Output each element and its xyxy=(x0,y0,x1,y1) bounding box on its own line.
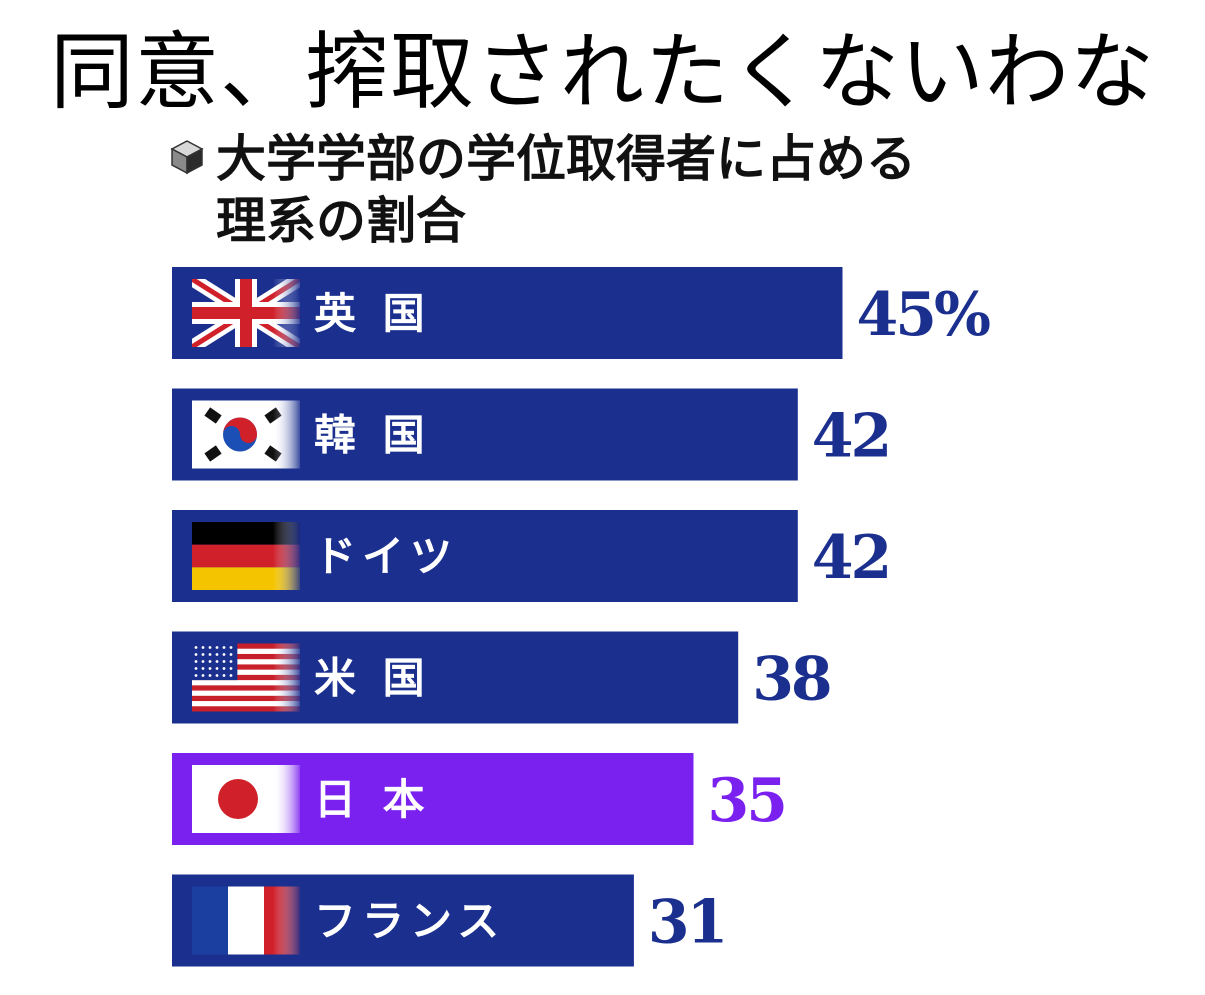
france-flag-icon xyxy=(192,886,300,955)
chart-title-line-1: 大学学部の学位取得者に占める xyxy=(216,130,916,188)
uk-flag-icon xyxy=(192,279,300,347)
value-label: 42 xyxy=(812,523,890,593)
category-label: ドイツ xyxy=(314,532,458,581)
value-label: 38 xyxy=(752,645,830,715)
value-label: 35 xyxy=(708,766,786,836)
south-korea-flag-icon xyxy=(192,400,300,469)
chart-title: 大学学部の学位取得者に占める 理系の割合 xyxy=(216,128,1036,252)
chart-title-line-2: 理系の割合 xyxy=(216,192,466,250)
category-label: 米 国 xyxy=(314,654,431,703)
category-label: 英 国 xyxy=(314,289,431,338)
value-label: 45% xyxy=(857,280,990,350)
page-headline: 同意、搾取されたくないわな xyxy=(49,23,1155,121)
us-flag-icon xyxy=(192,643,300,712)
category-label: 日 本 xyxy=(314,775,431,824)
japan-flag-icon xyxy=(192,765,300,833)
value-label: 42 xyxy=(812,402,890,472)
germany-flag-icon xyxy=(192,522,300,590)
category-label: 韓 国 xyxy=(314,411,431,460)
value-label: 31 xyxy=(648,888,726,958)
category-label: フランス xyxy=(314,897,505,946)
cube-icon xyxy=(170,140,204,175)
